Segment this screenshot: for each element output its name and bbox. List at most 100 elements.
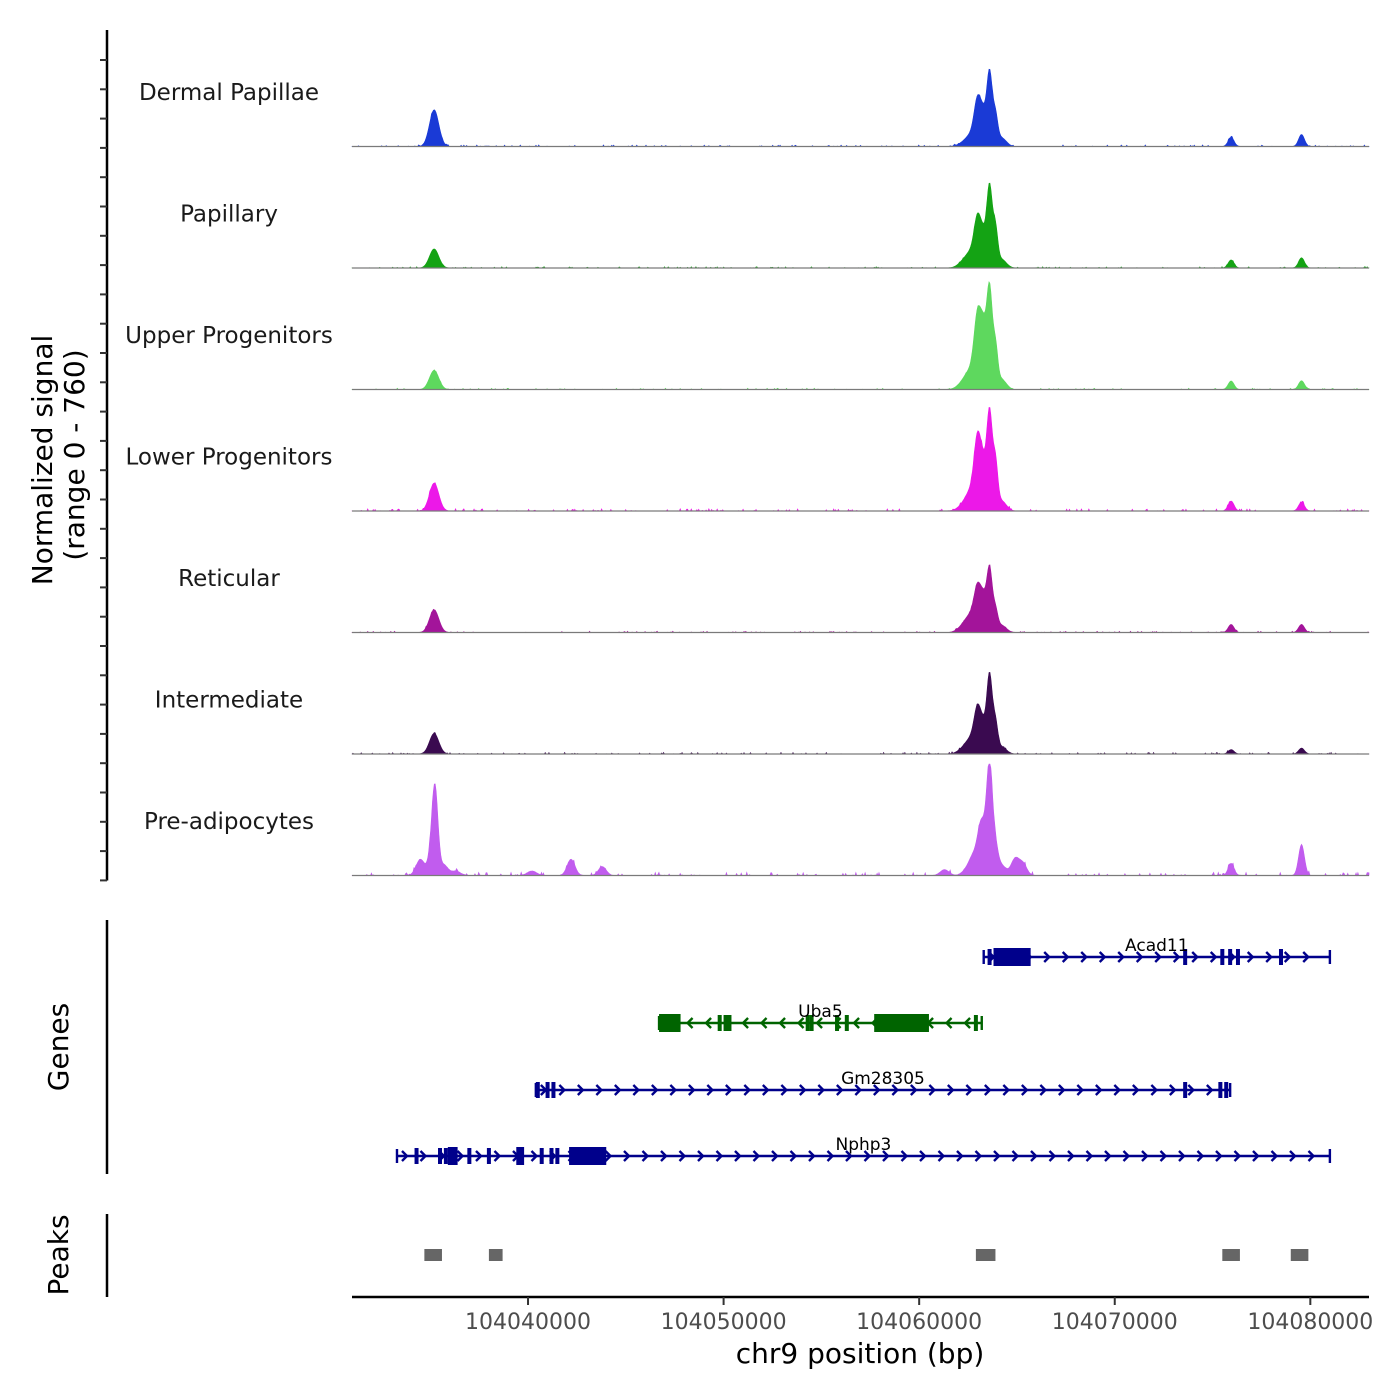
strand-arrow	[956, 1150, 964, 1162]
gene-label: Acad11	[1125, 936, 1189, 956]
strand-arrow	[604, 1150, 613, 1162]
strand-arrow	[1289, 1150, 1297, 1162]
exon	[535, 1082, 540, 1098]
coverage-tracks: Dermal Papillae Papillary Upper Progenitor…	[125, 68, 1370, 877]
exon	[805, 1015, 810, 1031]
exon	[1235, 949, 1240, 965]
strand-arrow	[1270, 1150, 1279, 1162]
genes-axis-title: Genes	[42, 1003, 75, 1091]
coding-block	[516, 1147, 525, 1165]
strand-arrow	[1307, 1150, 1316, 1162]
strand-arrow	[1135, 951, 1144, 963]
strand-arrow	[852, 1017, 860, 1029]
track-label: Pre-adipocytes	[144, 809, 314, 835]
strand-arrow	[706, 1084, 715, 1096]
strand-arrow	[891, 1084, 900, 1096]
track-upper-progenitors: Upper Progenitors	[125, 281, 1370, 391]
strand-arrow	[734, 1150, 742, 1162]
exon	[727, 1015, 732, 1031]
exon	[467, 1148, 472, 1164]
peak-region	[1290, 1249, 1309, 1261]
exon	[1183, 949, 1188, 965]
coding-block	[659, 1014, 681, 1032]
track-papillary: Papillary	[180, 182, 1370, 269]
strand-arrow	[1067, 1150, 1075, 1162]
strand-arrow	[1172, 951, 1181, 963]
strand-arrow	[937, 1150, 946, 1162]
exon	[443, 1148, 448, 1164]
strand-arrow	[1252, 1150, 1260, 1162]
peak-region	[1222, 1249, 1240, 1261]
strand-arrow	[1159, 1150, 1168, 1162]
x-tick-label: 104080000	[1247, 1310, 1373, 1335]
exon	[717, 1015, 722, 1031]
strand-arrow	[771, 1150, 779, 1162]
strand-arrow	[1048, 1150, 1057, 1162]
exon	[539, 1148, 544, 1164]
coding-block	[874, 1014, 929, 1032]
strand-arrow	[650, 1084, 659, 1096]
strand-arrow	[475, 1150, 483, 1162]
coverage-area	[351, 68, 1370, 148]
exon	[438, 1148, 443, 1164]
strand-arrow	[1039, 1084, 1048, 1096]
strand-arrow	[944, 1017, 953, 1029]
strand-arrow	[530, 1150, 539, 1162]
coding-block	[447, 1147, 458, 1165]
coding-block	[993, 948, 1031, 966]
strand-arrow	[1057, 1084, 1066, 1096]
exon	[835, 1015, 840, 1031]
strand-arrow	[752, 1150, 761, 1162]
strand-arrow	[1196, 1150, 1205, 1162]
y-axis-title-line2: (range 0 - 760)	[58, 349, 91, 560]
strand-arrow	[724, 1084, 733, 1096]
track-label: Lower Progenitors	[126, 445, 333, 471]
strand-arrow	[419, 1150, 428, 1162]
track-label: Intermediate	[155, 688, 303, 714]
track-pre-adipocytes: Pre-adipocytes	[144, 763, 1370, 877]
strand-arrow	[759, 1017, 768, 1029]
strand-arrow	[623, 1150, 631, 1162]
coding-block	[569, 1147, 607, 1165]
strand-arrow	[845, 1150, 853, 1162]
strand-arrow	[1113, 1084, 1122, 1096]
exon	[486, 1148, 491, 1164]
gene-label: Gm28305	[841, 1069, 925, 1089]
y-axis-title-line1: Normalized signal	[26, 335, 59, 586]
exon	[844, 1015, 849, 1031]
strand-arrow	[965, 1084, 974, 1096]
coverage-area	[351, 564, 1370, 633]
track-label: Papillary	[180, 202, 278, 228]
strand-arrow	[660, 1150, 668, 1162]
strand-arrow	[456, 1150, 465, 1162]
strand-arrow	[1094, 1084, 1103, 1096]
exon	[1228, 949, 1233, 965]
axes: 104040000 104050000 104060000 104070000 1040…	[100, 30, 1373, 1335]
strand-arrow	[558, 1084, 567, 1096]
x-tick-label: 104040000	[465, 1310, 591, 1335]
track-label: Reticular	[178, 566, 280, 592]
strand-arrow	[1002, 1084, 1011, 1096]
peaks-axis-title: Peaks	[42, 1214, 75, 1295]
strand-arrow	[778, 1017, 786, 1029]
strand-arrow	[704, 1017, 712, 1029]
strand-arrow	[946, 1084, 955, 1096]
exon	[414, 1148, 419, 1164]
strand-arrow	[1168, 1084, 1177, 1096]
exon	[809, 1015, 814, 1031]
exon	[551, 1082, 556, 1098]
strand-arrow	[669, 1084, 678, 1096]
strand-arrow	[741, 1017, 749, 1029]
strand-arrow	[632, 1084, 641, 1096]
strand-arrow	[1011, 1150, 1020, 1162]
peak-region	[424, 1249, 442, 1261]
strand-arrow	[1154, 951, 1162, 963]
strand-arrow	[909, 1084, 918, 1096]
gene-nphp3: Nphp3	[395, 1135, 1332, 1165]
strand-arrow	[882, 1150, 890, 1162]
peaks-track	[424, 1249, 1309, 1261]
gene-annotation-track: Acad11 Uba5 Gm28305 Nphp3	[395, 936, 1332, 1165]
strand-arrow	[1187, 1084, 1196, 1096]
coverage-area	[351, 763, 1370, 877]
